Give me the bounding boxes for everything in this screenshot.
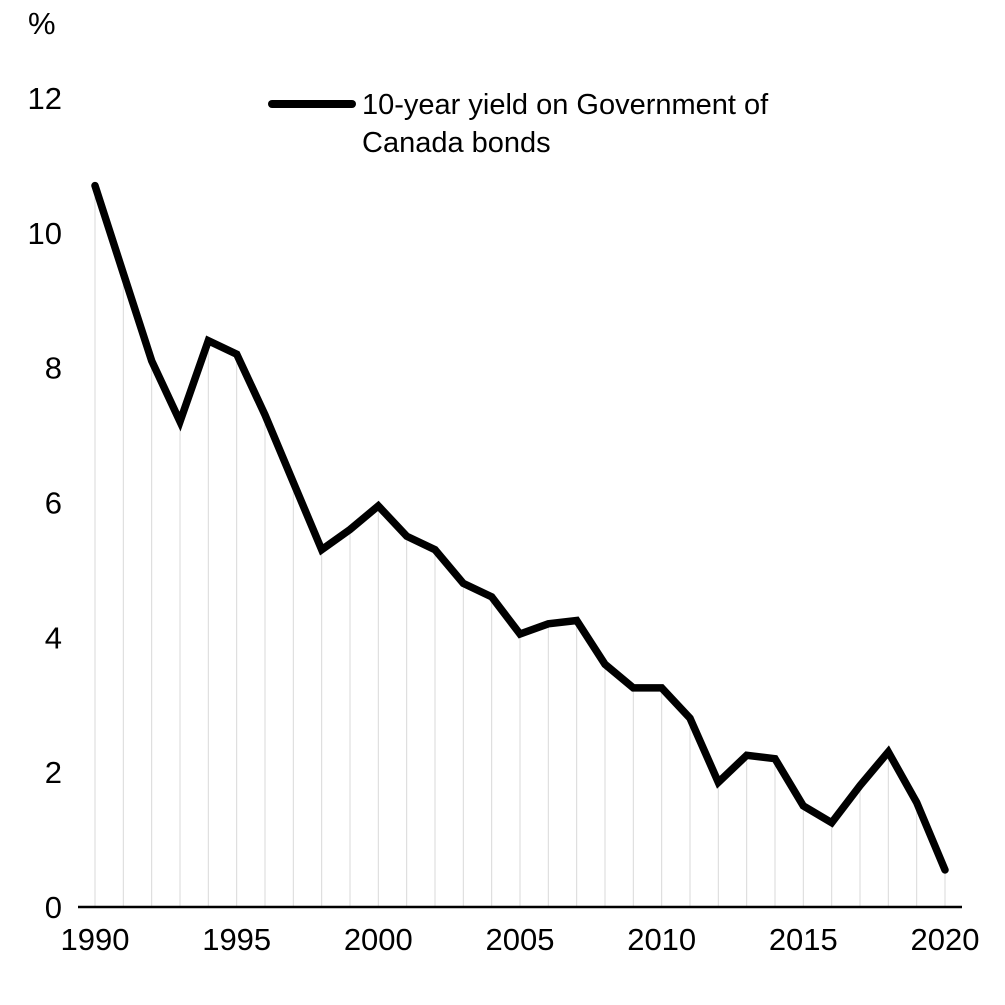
x-tick-label: 2020 <box>911 922 980 957</box>
yield-line-series <box>91 181 949 874</box>
x-tick-label: 2010 <box>627 922 696 957</box>
y-tick-label: 8 <box>45 351 62 386</box>
y-tick-label: 6 <box>45 486 62 521</box>
y-tick-label: 12 <box>28 81 62 116</box>
y-tick-label: 0 <box>45 890 62 925</box>
y-tick-label: 2 <box>45 755 62 790</box>
x-tick-label: 1990 <box>61 922 130 957</box>
y-axis-tick-labels: 0 2 4 6 8 10 12 <box>28 81 62 925</box>
x-tick-label: 1995 <box>202 922 271 957</box>
y-axis-unit-label: % <box>28 6 56 41</box>
legend-label: 10-year yield on Government of Canada bo… <box>362 89 769 160</box>
x-axis-tick-labels: 1990 1995 2000 2005 2010 2015 2020 <box>61 922 980 957</box>
y-tick-label: 4 <box>45 620 62 655</box>
y-tick-label: 10 <box>28 216 62 251</box>
droplines-group <box>94 185 946 907</box>
x-tick-label: 2005 <box>486 922 555 957</box>
x-tick-label: 2000 <box>344 922 413 957</box>
x-tick-label: 2015 <box>769 922 838 957</box>
